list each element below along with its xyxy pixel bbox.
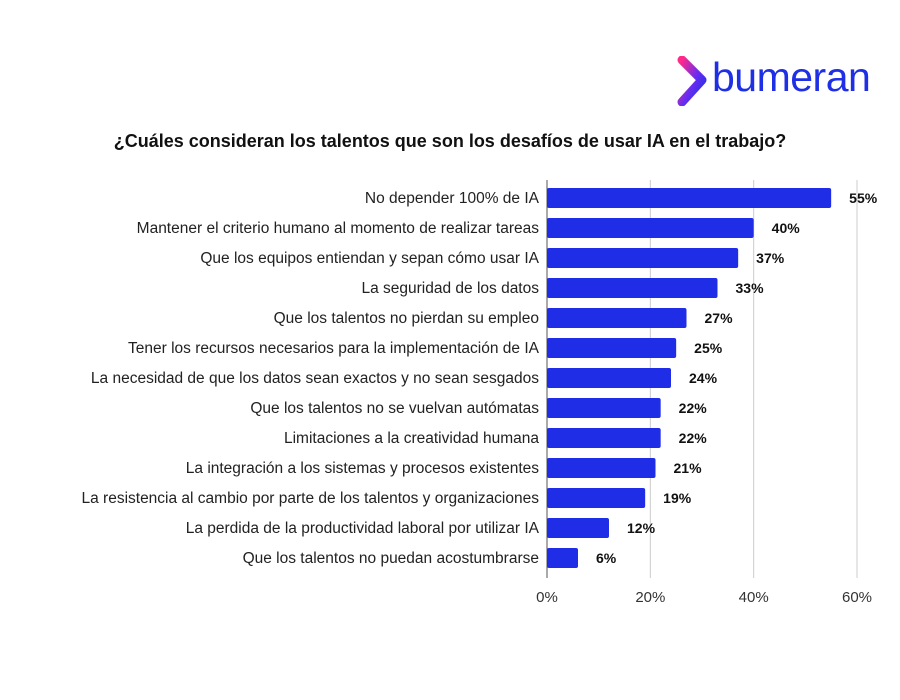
category-label: Que los talentos no puedan acostumbrarse xyxy=(243,550,539,567)
category-label: La seguridad de los datos xyxy=(361,280,539,297)
bar xyxy=(547,248,739,268)
value-label: 25% xyxy=(694,340,723,356)
bar xyxy=(547,488,646,508)
category-label: Que los equipos entiendan y sepan cómo u… xyxy=(200,250,539,267)
bar xyxy=(547,518,609,538)
value-label: 22% xyxy=(679,400,708,416)
bar xyxy=(547,218,754,238)
chart-title: ¿Cuáles consideran los talentos que son … xyxy=(113,131,787,151)
x-tick-label: 0% xyxy=(536,589,558,606)
value-label: 19% xyxy=(663,490,692,506)
category-label: Que los talentos no se vuelvan autómatas xyxy=(250,400,539,417)
category-label: La perdida de la productividad laboral p… xyxy=(186,520,540,537)
bar xyxy=(547,368,671,388)
value-label: 6% xyxy=(596,550,617,566)
category-label: La resistencia al cambio por parte de lo… xyxy=(81,490,539,507)
bar xyxy=(547,428,661,448)
bumeran-chevron-icon xyxy=(677,56,707,106)
value-label: 37% xyxy=(756,250,785,266)
bar xyxy=(547,548,578,568)
category-label: Limitaciones a la creatividad humana xyxy=(284,430,539,447)
category-label: Tener los recursos necesarios para la im… xyxy=(128,340,540,357)
bar xyxy=(547,398,661,418)
value-label: 40% xyxy=(772,220,801,236)
bar xyxy=(547,308,687,328)
bar xyxy=(547,278,718,298)
value-label: 21% xyxy=(674,460,703,476)
value-label: 27% xyxy=(705,310,734,326)
x-tick-label: 20% xyxy=(635,589,665,606)
category-label: No depender 100% de IA xyxy=(365,190,540,207)
value-label: 12% xyxy=(627,520,656,536)
brand-name: bumeran xyxy=(712,54,871,100)
bumeran-logo: bumeran xyxy=(676,54,886,106)
bar xyxy=(547,458,656,478)
value-label: 33% xyxy=(736,280,765,296)
bar xyxy=(547,338,677,358)
category-label: La integración a los sistemas y procesos… xyxy=(186,460,539,477)
category-label: Mantener el criterio humano al momento d… xyxy=(137,220,540,237)
x-tick-label: 40% xyxy=(739,589,769,606)
category-label: Que los talentos no pierdan su empleo xyxy=(274,310,539,327)
value-label: 22% xyxy=(679,430,708,446)
bar xyxy=(547,188,832,208)
value-label: 24% xyxy=(689,370,718,386)
x-tick-label: 60% xyxy=(842,589,872,606)
value-label: 55% xyxy=(849,190,878,206)
category-label: La necesidad de que los datos sean exact… xyxy=(91,370,539,387)
